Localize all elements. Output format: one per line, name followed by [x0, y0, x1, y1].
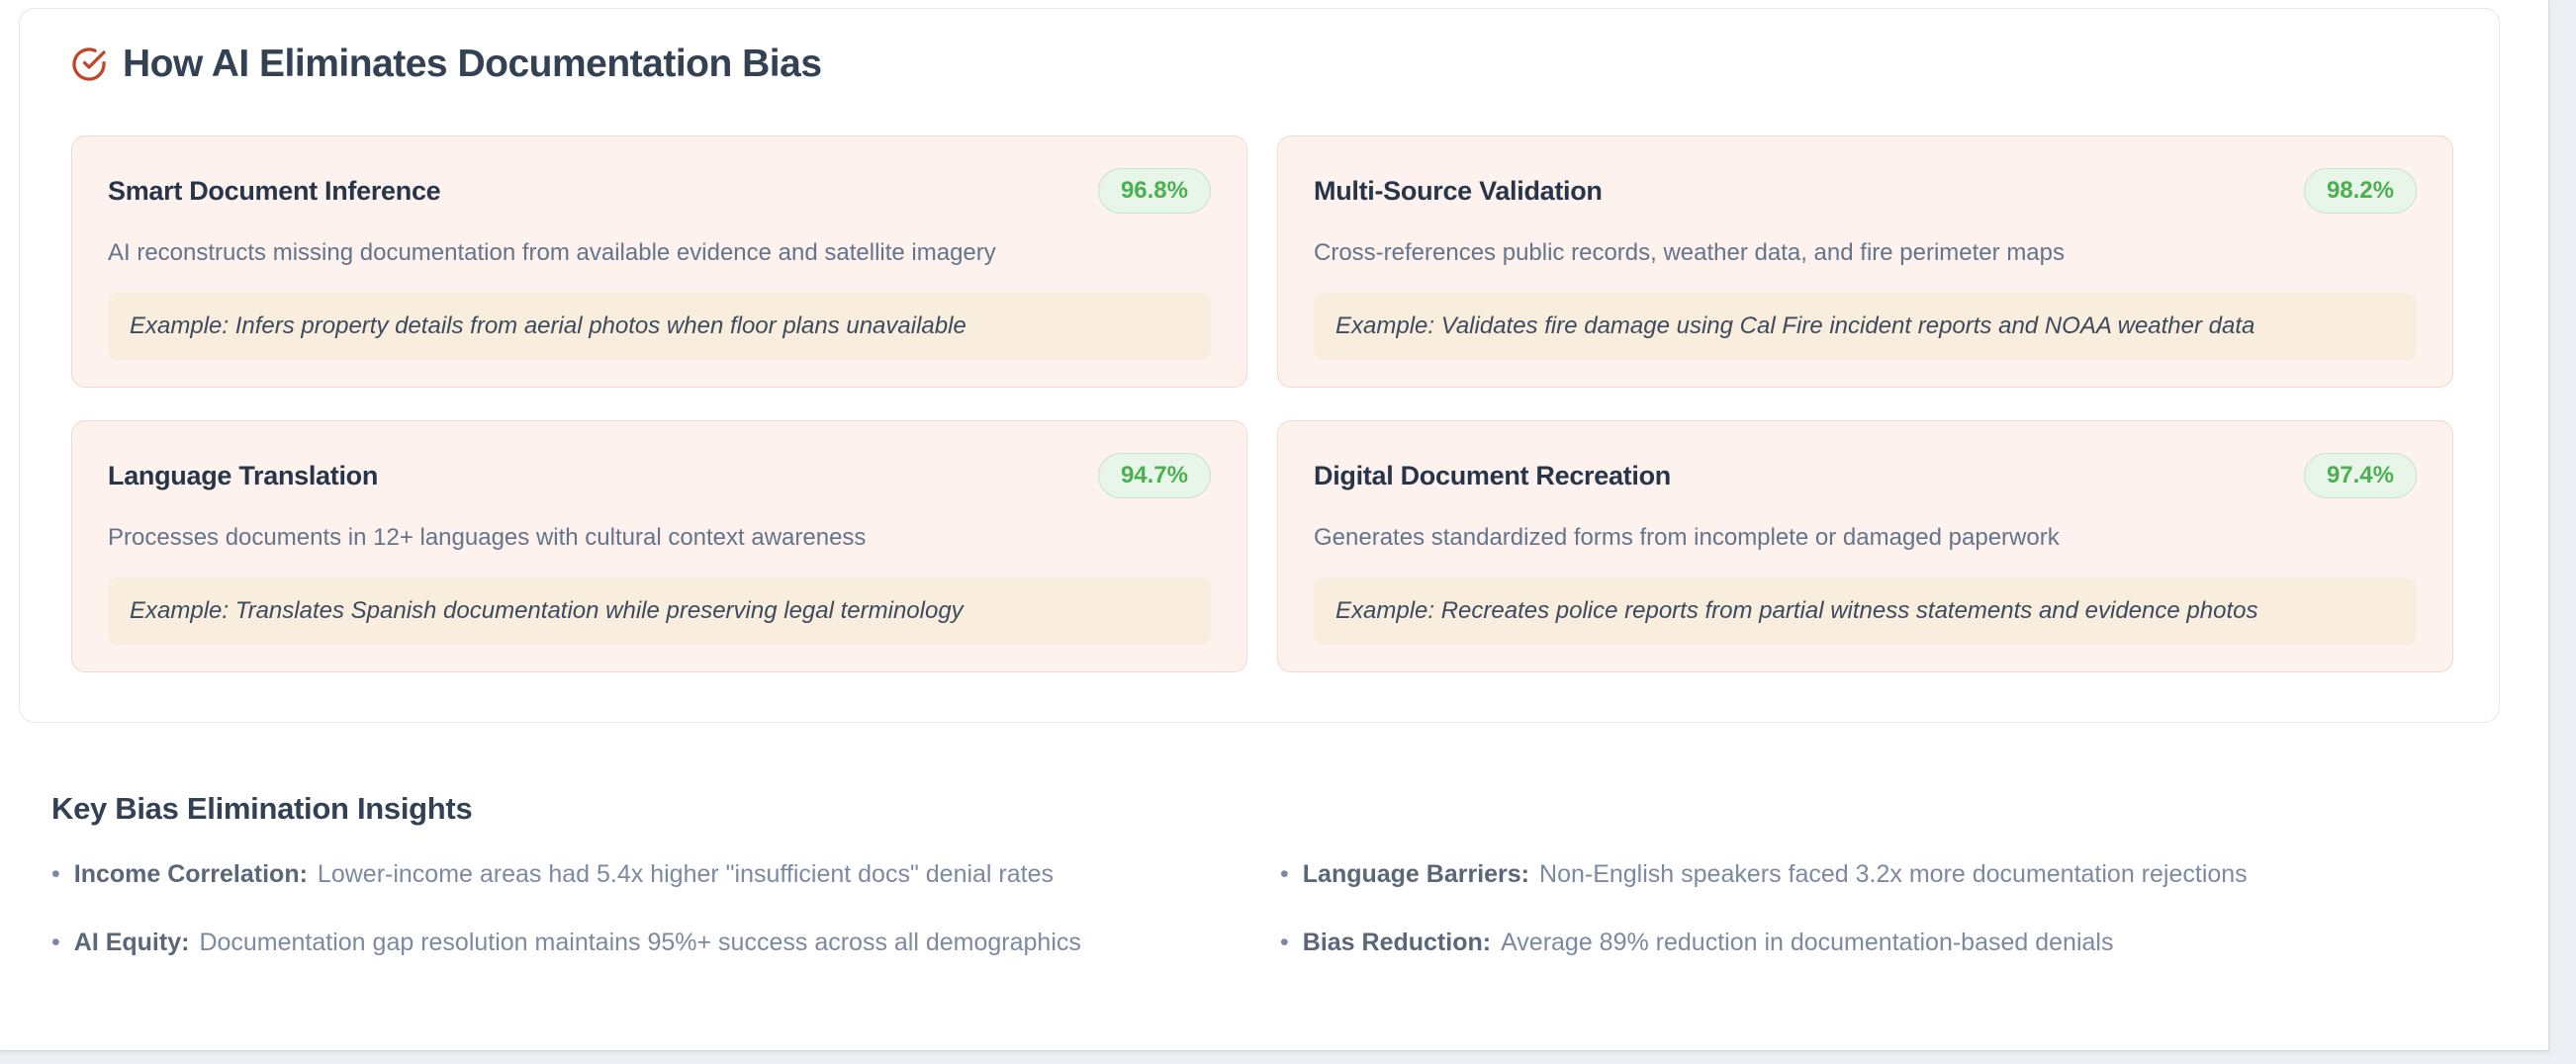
card-smart-document-inference: Smart Document Inference 96.8% AI recons… — [71, 135, 1247, 388]
insights-grid: • Income Correlation: Lower-income areas … — [51, 860, 2485, 957]
card-title: Smart Document Inference — [108, 175, 441, 206]
card-title: Language Translation — [108, 460, 379, 490]
bullet-icon: • — [51, 929, 60, 956]
card-description: Generates standardized forms from incomp… — [1314, 524, 2060, 551]
page-title: How AI Eliminates Documentation Bias — [123, 43, 822, 85]
insight-bias-reduction: • Bias Reduction: Average 89% reduction i… — [1280, 929, 2485, 957]
insight-label: Bias Reduction: — [1302, 929, 1492, 956]
insight-label: Income Correlation: — [73, 860, 308, 888]
card-example: Example: Infers property details from ae… — [108, 293, 1211, 360]
bullet-icon: • — [51, 860, 60, 888]
insights-heading: Key Bias Elimination Insights — [51, 791, 473, 826]
card-header: Digital Document Recreation 97.4% — [1314, 453, 2417, 498]
card-title: Multi-Source Validation — [1314, 175, 1603, 206]
card-description: Cross-references public records, weather… — [1314, 239, 2065, 266]
insight-text: Average 89% reduction in documentation-b… — [1501, 929, 2114, 956]
insight-ai-equity: • AI Equity: Documentation gap resolution… — [51, 929, 1256, 957]
insight-text: Non-English speakers faced 3.2x more doc… — [1539, 860, 2248, 888]
card-example: Example: Translates Spanish documentatio… — [108, 577, 1211, 645]
key-insights-section: Key Bias Elimination Insights • Income C… — [51, 791, 2485, 957]
insight-label: Language Barriers: — [1302, 860, 1530, 888]
card-header: Language Translation 94.7% — [108, 453, 1211, 498]
card-example: Example: Validates fire damage using Cal… — [1314, 293, 2417, 360]
accuracy-badge: 98.2% — [2303, 168, 2417, 214]
card-title: Digital Document Recreation — [1314, 460, 1671, 490]
content-surface: How AI Eliminates Documentation Bias Sma… — [0, 0, 2549, 1051]
capability-cards-grid: Smart Document Inference 96.8% AI recons… — [71, 135, 2453, 672]
documentation-bias-panel: How AI Eliminates Documentation Bias Sma… — [19, 8, 2500, 723]
card-multi-source-validation: Multi-Source Validation 98.2% Cross-refe… — [1277, 135, 2453, 388]
insight-text: Documentation gap resolution maintains 9… — [199, 929, 1081, 956]
card-description: Processes documents in 12+ languages wit… — [108, 524, 867, 551]
accuracy-badge: 97.4% — [2303, 453, 2417, 498]
insight-text: Lower-income areas had 5.4x higher "insu… — [317, 860, 1055, 888]
accuracy-badge: 94.7% — [1097, 453, 1211, 498]
card-description: AI reconstructs missing documentation fr… — [108, 239, 996, 266]
bullet-icon: • — [1280, 929, 1289, 956]
panel-header: How AI Eliminates Documentation Bias — [71, 43, 2453, 86]
card-header: Multi-Source Validation 98.2% — [1314, 168, 2417, 214]
card-example: Example: Recreates police reports from p… — [1314, 577, 2417, 645]
card-header: Smart Document Inference 96.8% — [108, 168, 1211, 214]
card-digital-document-recreation: Digital Document Recreation 97.4% Genera… — [1277, 420, 2453, 672]
card-language-translation: Language Translation 94.7% Processes doc… — [71, 420, 1247, 672]
accuracy-badge: 96.8% — [1097, 168, 1211, 214]
insight-language-barriers: • Language Barriers: Non-English speakers… — [1280, 860, 2485, 889]
check-circle-icon — [72, 47, 106, 81]
bullet-icon: • — [1280, 860, 1289, 888]
insight-label: AI Equity: — [73, 929, 190, 956]
insight-income-correlation: • Income Correlation: Lower-income areas … — [51, 860, 1256, 889]
